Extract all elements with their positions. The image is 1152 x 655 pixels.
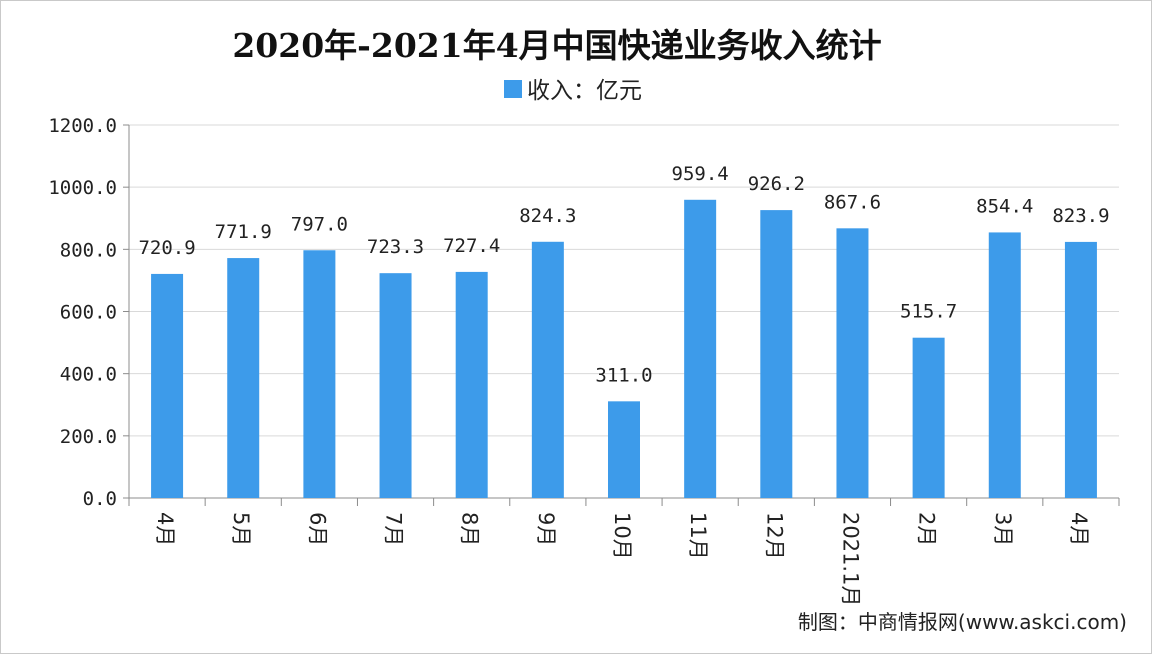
data-label: 959.4 xyxy=(672,163,729,185)
x-tick-label: 9月 xyxy=(534,512,558,546)
x-tick-label: 6月 xyxy=(305,512,329,546)
bar xyxy=(988,232,1021,498)
y-tick-label: 400.0 xyxy=(60,364,117,386)
bar xyxy=(151,273,184,498)
data-label: 867.6 xyxy=(824,191,881,213)
legend-label: 收入：亿元 xyxy=(527,78,642,104)
data-label: 727.4 xyxy=(443,235,500,257)
data-label: 797.0 xyxy=(291,213,348,235)
x-tick-label: 11月 xyxy=(686,512,710,560)
y-tick-label: 1200.0 xyxy=(48,115,117,137)
data-label: 720.9 xyxy=(138,237,195,259)
data-label: 823.9 xyxy=(1052,205,1109,227)
bar xyxy=(531,241,564,498)
legend: 收入：亿元 xyxy=(504,78,642,104)
bar xyxy=(227,258,260,498)
y-axis-ticks: 0.0 200.0 400.0 600.0 800.0 1000.0 1200.0 xyxy=(48,115,1119,510)
x-tick-label: 2021.1月 xyxy=(838,512,862,606)
x-tick-label: 5月 xyxy=(229,512,253,546)
y-tick-label: 800.0 xyxy=(60,239,117,261)
x-tick-label: 3月 xyxy=(991,512,1015,546)
bar xyxy=(760,210,793,498)
y-tick-label: 0.0 xyxy=(83,488,117,510)
y-tick-label: 600.0 xyxy=(60,302,117,324)
data-labels: 720.9 771.9 797.0 723.3 727.4 824.3 311.0 959.4… xyxy=(138,163,1109,387)
chart-title: 2020年-2021年4月中国快递业务收入统计 xyxy=(232,26,881,65)
data-label: 771.9 xyxy=(215,221,272,243)
x-tick-label: 8月 xyxy=(458,512,482,546)
x-axis-ticks: 4月 5月 6月 7月 8月 9月 10月 11月 12月 2021.1月 2月 3月 4月 xyxy=(128,498,1120,606)
bar xyxy=(1064,241,1097,498)
bar xyxy=(303,250,336,498)
data-label: 926.2 xyxy=(748,173,805,195)
data-label: 515.7 xyxy=(900,301,957,323)
data-label: 854.4 xyxy=(976,195,1033,217)
y-tick-label: 1000.0 xyxy=(48,177,117,199)
source-note: 制图：中商情报网(www.askci.com) xyxy=(798,610,1127,634)
bar xyxy=(455,271,488,498)
gridlines xyxy=(129,124,1119,437)
x-tick-label: 4月 xyxy=(1067,512,1091,546)
y-tick-label: 200.0 xyxy=(60,426,117,448)
bar xyxy=(379,273,412,498)
bars xyxy=(151,199,1097,499)
legend-swatch xyxy=(504,80,522,98)
data-label: 824.3 xyxy=(519,205,576,227)
bar xyxy=(836,228,869,499)
data-label: 723.3 xyxy=(367,236,424,258)
x-tick-label: 12月 xyxy=(762,512,786,560)
bar xyxy=(608,401,640,498)
x-tick-label: 10月 xyxy=(610,512,634,560)
x-tick-label: 7月 xyxy=(382,512,406,546)
x-tick-label: 2月 xyxy=(915,512,939,546)
bar xyxy=(912,337,945,498)
data-label: 311.0 xyxy=(595,364,652,386)
bar xyxy=(684,199,717,498)
x-tick-label: 4月 xyxy=(153,512,177,546)
